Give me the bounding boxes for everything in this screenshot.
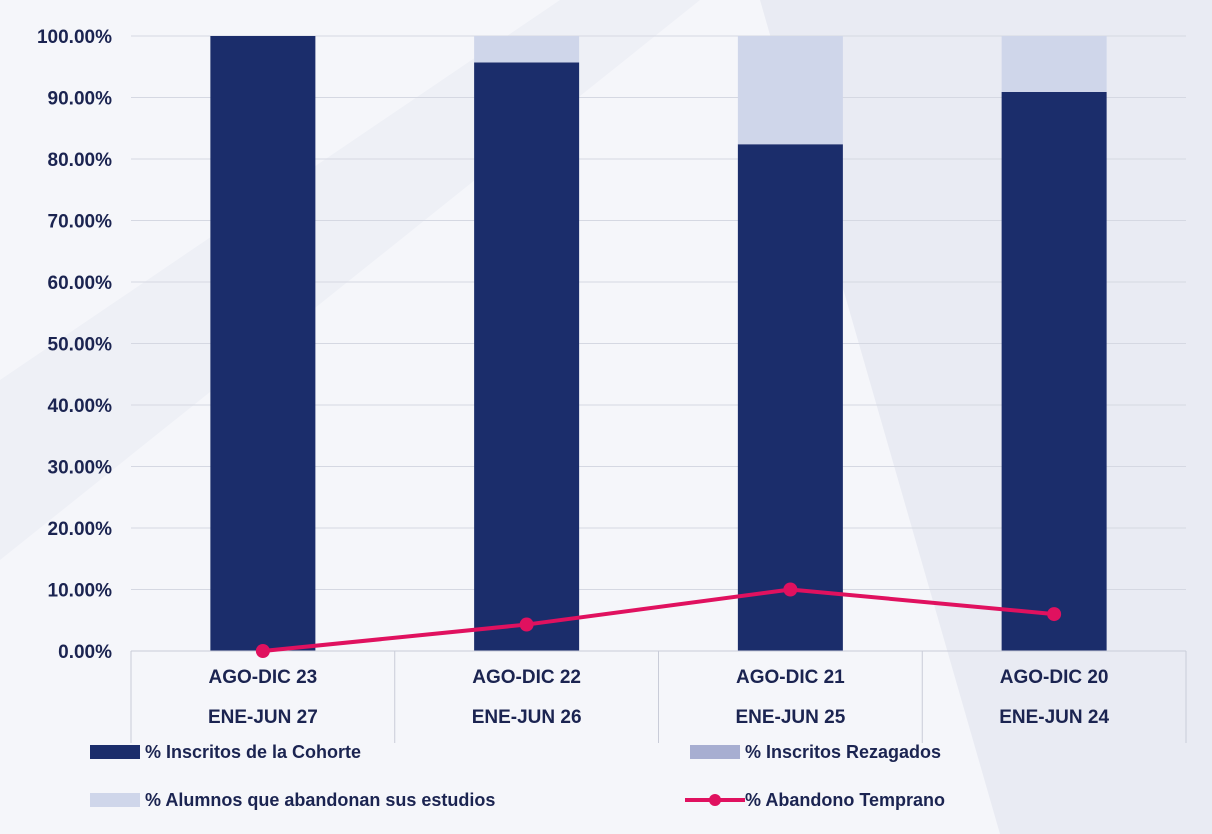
y-tick-label: 20.00%	[48, 519, 113, 540]
bars	[210, 36, 1107, 652]
x-axis: AGO-DIC 23 ENE-JUN 27 AGO-DIC 22 ENE-JUN 26…	[130, 650, 1187, 743]
x-tick-label: ENE-JUN 26	[472, 707, 582, 728]
x-tick-label: AGO-DIC 22	[472, 667, 581, 688]
line-series	[255, 582, 1062, 658]
x-tick-label: ENE-JUN 24	[999, 707, 1109, 728]
y-tick-label: 100.00%	[37, 27, 112, 48]
line-point	[255, 644, 270, 658]
line-point	[1047, 607, 1062, 622]
legend-label: % Inscritos de la Cohorte	[145, 742, 361, 762]
y-tick-label: 90.00%	[48, 89, 113, 110]
legend-swatch	[90, 793, 140, 807]
line-point	[783, 582, 798, 597]
y-tick-label: 50.00%	[48, 335, 113, 356]
legend-swatch	[690, 745, 740, 759]
x-tick-label: ENE-JUN 25	[735, 707, 845, 728]
legend-marker	[709, 794, 721, 806]
legend-label: % Inscritos Rezagados	[745, 742, 941, 762]
y-tick-label: 70.00%	[48, 212, 113, 233]
y-tick-label: 80.00%	[48, 150, 113, 171]
legend-swatch	[90, 745, 140, 759]
y-tick-label: 0.00%	[58, 642, 112, 663]
y-tick-label: 10.00%	[48, 581, 113, 602]
x-tick-label: ENE-JUN 27	[208, 707, 318, 728]
legend-label: % Alumnos que abandonan sus estudios	[145, 790, 495, 810]
x-tick-label: AGO-DIC 23	[209, 667, 318, 688]
y-tick-label: 60.00%	[48, 273, 113, 294]
bar-segment	[737, 144, 843, 652]
x-tick-label: AGO-DIC 20	[1000, 667, 1109, 688]
line-path	[262, 587, 1055, 653]
legend: % Inscritos de la Cohorte % Inscritos Rez…	[90, 742, 945, 810]
line-point	[519, 617, 534, 632]
bar-segment	[210, 36, 316, 651]
legend-label: % Abandono Temprano	[745, 790, 945, 810]
y-axis: 0.00% 10.00% 20.00% 30.00% 40.00% 50.00% 60.00…	[37, 27, 112, 663]
bar-segment	[737, 36, 843, 145]
y-tick-label: 30.00%	[48, 458, 113, 479]
bar-segment	[474, 36, 580, 63]
bar-segment	[474, 62, 580, 651]
y-tick-label: 40.00%	[48, 396, 113, 417]
x-tick-label: AGO-DIC 21	[736, 667, 845, 688]
bar-segment	[1001, 91, 1107, 652]
bar-segment	[1001, 36, 1107, 92]
